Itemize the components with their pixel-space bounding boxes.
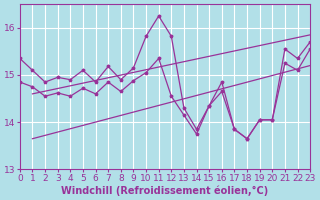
X-axis label: Windchill (Refroidissement éolien,°C): Windchill (Refroidissement éolien,°C) — [61, 185, 268, 196]
